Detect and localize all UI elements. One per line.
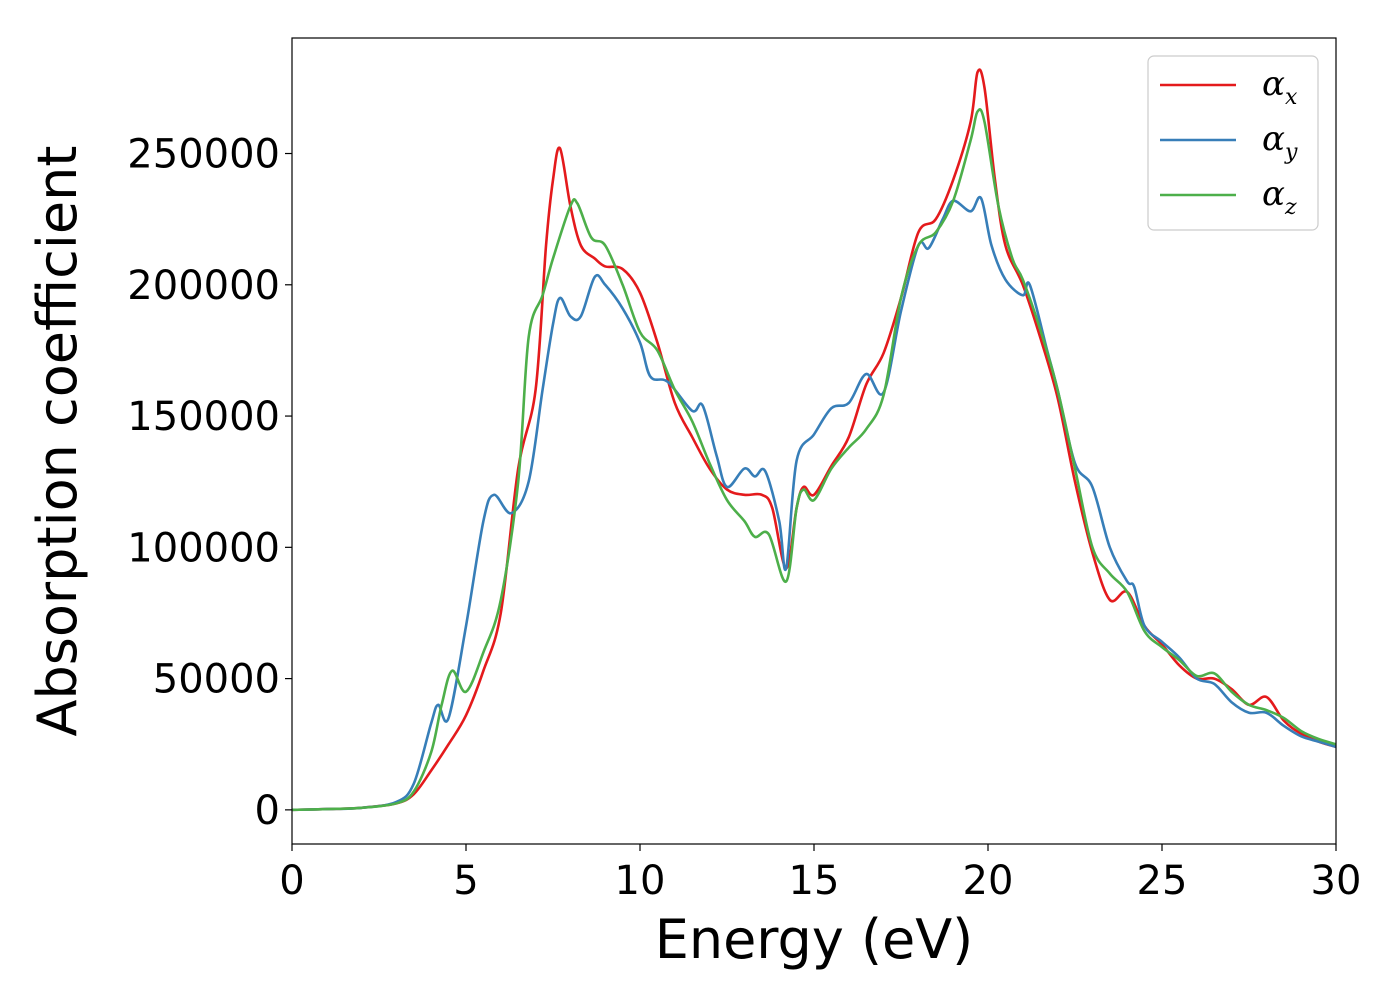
y-tick-label: 100000 xyxy=(127,525,280,571)
y-tick-label: 200000 xyxy=(127,263,280,309)
x-tick-label: 30 xyxy=(1311,858,1362,904)
y-tick-label: 250000 xyxy=(127,132,280,178)
y-tick-label: 0 xyxy=(255,788,280,834)
x-tick-label: 25 xyxy=(1137,858,1188,904)
x-tick-label: 15 xyxy=(789,858,840,904)
y-axis: 0 50000 100000 150000 200000 250000 xyxy=(127,132,292,834)
x-tick-label: 0 xyxy=(279,858,304,904)
legend-box xyxy=(1147,55,1319,231)
series-layer xyxy=(291,68,1337,812)
y-tick-label: 150000 xyxy=(127,394,280,440)
x-tick-label: 20 xyxy=(963,858,1014,904)
x-tick-label: 5 xyxy=(453,858,478,904)
x-axis-label: Energy (eV) xyxy=(655,908,974,971)
x-tick-label: 10 xyxy=(615,858,666,904)
y-axis-label: Absorption coefficient xyxy=(26,146,89,737)
series-line-z xyxy=(291,108,1337,812)
series-line-y xyxy=(291,195,1337,812)
x-axis: 0 5 10 15 20 25 30 xyxy=(279,844,1361,904)
y-tick-label: 50000 xyxy=(153,657,280,703)
